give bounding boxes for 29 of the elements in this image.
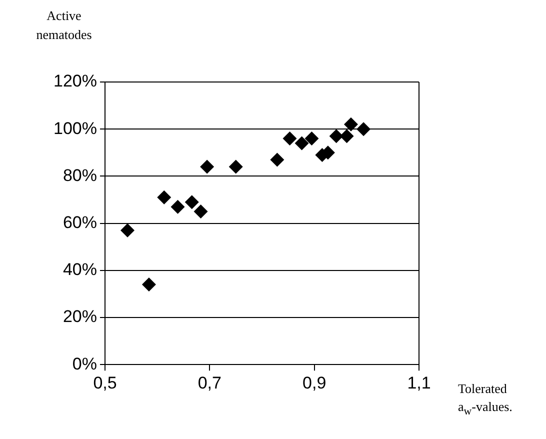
point (194, 204, 208, 219)
point (120, 223, 135, 238)
point (329, 129, 344, 144)
x-tick-label: 0,5 (93, 373, 117, 392)
x-axis-title: Tolerated a$_{w}$-values. (458, 380, 514, 420)
y-tick-label: 20% (62, 307, 97, 326)
point (344, 117, 358, 132)
point (200, 160, 214, 174)
y-tick-label: 80% (62, 166, 97, 185)
point (228, 160, 243, 174)
x-tick-label: 1,1 (407, 373, 431, 392)
y-tick-label: 60% (62, 212, 97, 232)
point (184, 195, 199, 210)
y-tick-label: 120% (54, 72, 97, 91)
y-tick-label: 0% (72, 354, 97, 374)
y-axis-title: Active nematodes (35, 7, 93, 44)
point (170, 200, 185, 214)
x-tick-label: 0,7 (198, 373, 222, 392)
point (270, 152, 284, 167)
y-tick-label: 40% (62, 260, 97, 280)
x-tick-label: 0,9 (302, 373, 326, 392)
point (304, 132, 319, 146)
y-tick-label: 100% (54, 118, 97, 138)
point (282, 132, 297, 146)
point (294, 136, 309, 150)
point (340, 129, 354, 144)
point (142, 278, 156, 292)
point (356, 122, 371, 136)
point (157, 190, 172, 204)
